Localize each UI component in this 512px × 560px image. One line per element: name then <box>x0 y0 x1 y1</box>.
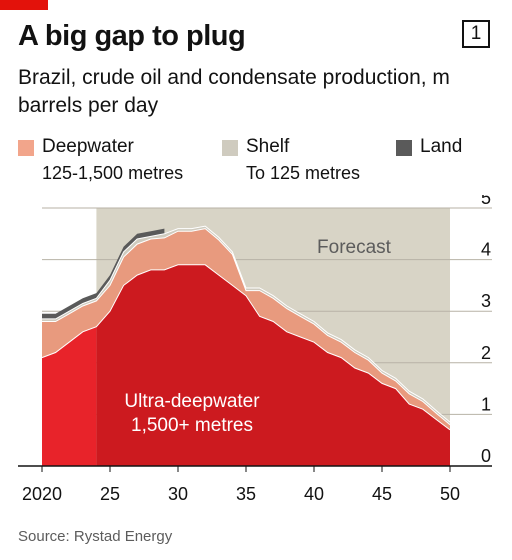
legend-label: Deepwater <box>42 136 134 157</box>
chart-title: A big gap to plug <box>18 20 246 52</box>
series-sublabel-ultra-deepwater: 1,500+ metres <box>131 415 253 436</box>
legend-sublabel: To 125 metres <box>246 163 361 183</box>
y-tick-label: 2 <box>481 343 491 363</box>
x-tick-label: 25 <box>100 484 120 504</box>
chart-number-badge: 1 <box>462 20 490 48</box>
x-tick-label: 50 <box>440 484 460 504</box>
series-outline <box>41 264 451 431</box>
forecast-label: Forecast <box>317 237 392 258</box>
area-chart: 2020 25 30 35 40 45 50012345ForecastUltra-deep… <box>18 195 492 504</box>
series-outline <box>42 228 451 426</box>
x-tick-label: 35 <box>236 484 256 504</box>
y-tick-label: 4 <box>481 240 491 260</box>
legend-swatch-land <box>396 140 412 156</box>
area-ultra-deepwater-forecast <box>96 264 451 466</box>
series-label-ultra-deepwater: Ultra-deepwater <box>124 391 260 412</box>
chart-subtitle: Brazil, crude oil and condensate product… <box>18 66 450 117</box>
y-tick-label: 0 <box>481 446 491 466</box>
legend-label: Land <box>420 136 463 157</box>
y-tick-label: 5 <box>481 195 491 208</box>
area-ultra-deepwater-actual <box>42 326 97 466</box>
y-tick-label: 1 <box>481 394 491 414</box>
series-outline <box>42 225 451 423</box>
y-tick-label: 3 <box>481 291 491 311</box>
x-tick-label: 40 <box>304 484 324 504</box>
legend-sublabel: 125-1,500 metres <box>42 163 184 183</box>
legend-swatch-shelf <box>222 140 238 156</box>
source-note: Source: Rystad Energy <box>18 528 173 545</box>
legend-label: Shelf <box>246 136 290 157</box>
x-tick-label: 45 <box>372 484 392 504</box>
brand-bar <box>0 0 48 10</box>
x-tick-label: 2020 <box>22 484 62 504</box>
legend-swatch-deepwater <box>18 140 34 156</box>
x-tick-label: 30 <box>168 484 188 504</box>
